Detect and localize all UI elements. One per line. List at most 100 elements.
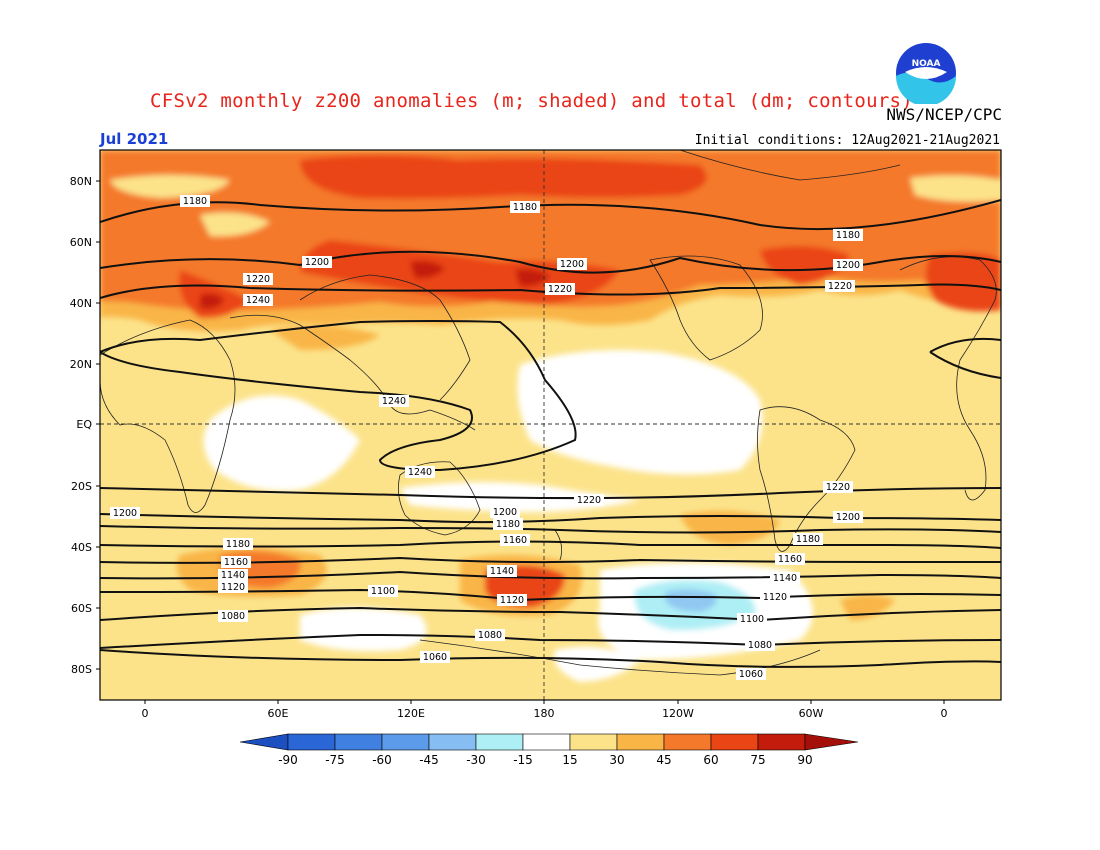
contour-label: 1180 (510, 201, 540, 213)
svg-text:1100: 1100 (740, 614, 764, 625)
colorbar-segment (522, 733, 571, 751)
svg-text:1160: 1160 (503, 535, 527, 546)
month-label: Jul 2021 (100, 130, 169, 148)
lat-label: 80N (70, 175, 92, 188)
contour-label: 1200 (490, 506, 520, 518)
lat-label: 20N (70, 358, 92, 371)
contour-label: 1180 (793, 533, 823, 545)
contour-label: 1100 (737, 613, 767, 625)
contour-label: 1080 (218, 610, 248, 622)
svg-text:1080: 1080 (478, 630, 502, 641)
lon-label: 60W (799, 707, 824, 720)
svg-text:1200: 1200 (493, 507, 517, 518)
reference-lines (100, 150, 1001, 700)
colorbar-label: 90 (797, 753, 812, 767)
contour-label: 1060 (420, 651, 450, 663)
lat-label: 40N (70, 297, 92, 310)
contour-label: 1180 (180, 195, 210, 207)
colorbar-segment (710, 733, 759, 751)
contour-label: 1140 (218, 569, 248, 581)
svg-text:NOAA: NOAA (912, 59, 941, 69)
svg-text:1120: 1120 (221, 582, 245, 593)
contour-label: 1120 (218, 581, 248, 593)
contour-label: 1220 (825, 280, 855, 292)
svg-text:1200: 1200 (836, 512, 860, 523)
contour-label: 1200 (833, 259, 863, 271)
lat-label: EQ (76, 418, 92, 431)
map-frame (99, 149, 1002, 701)
svg-text:1200: 1200 (113, 508, 137, 519)
lon-label: 120E (397, 707, 425, 720)
initial-conditions-label: Initial conditions: 12Aug2021-21Aug2021 (694, 133, 1000, 148)
svg-text:1180: 1180 (183, 196, 207, 207)
contour-label: 1220 (545, 283, 575, 295)
colorbar-label: -15 (513, 753, 533, 767)
contour-label: 1200 (557, 258, 587, 270)
lat-label: 80S (71, 663, 92, 676)
colorbar-label: -30 (466, 753, 486, 767)
svg-text:1200: 1200 (836, 260, 860, 271)
svg-text:1120: 1120 (763, 592, 787, 603)
svg-text:1180: 1180 (226, 539, 250, 550)
svg-text:1220: 1220 (548, 284, 572, 295)
colorbar-segment (334, 733, 383, 751)
coastlines (100, 150, 997, 676)
colorbar-label: -90 (278, 753, 298, 767)
colorbar-segment (569, 733, 618, 751)
svg-text:1220: 1220 (246, 274, 270, 285)
svg-text:1220: 1220 (828, 281, 852, 292)
agency-label: NWS/NCEP/CPC (886, 105, 1002, 124)
contour-label: 1200 (110, 507, 140, 519)
colorbar-end-low (239, 733, 289, 751)
colorbar-segment (757, 733, 806, 751)
colorbar-segment (287, 733, 336, 751)
lon-label: 120W (662, 707, 694, 720)
svg-text:1140: 1140 (221, 570, 245, 581)
svg-text:1060: 1060 (739, 669, 763, 680)
contour-label: 1160 (775, 553, 805, 565)
colorbar-label: -60 (372, 753, 392, 767)
lat-label: 60S (71, 602, 92, 615)
svg-text:1180: 1180 (496, 519, 520, 530)
colorbar-label: 60 (703, 753, 718, 767)
map-title: CFSv2 monthly z200 anomalies (m; shaded)… (150, 90, 914, 112)
svg-text:1220: 1220 (826, 482, 850, 493)
svg-text:1120: 1120 (500, 595, 524, 606)
contour-label: 1180 (493, 518, 523, 530)
svg-text:1140: 1140 (490, 566, 514, 577)
colorbar: -90 -75 -60 -45 -30 -15 15 30 45 60 75 9… (239, 733, 859, 767)
contour-label: 1220 (243, 273, 273, 285)
lon-label: 0 (941, 707, 948, 720)
lat-label: 20S (71, 480, 92, 493)
colorbar-label: 75 (750, 753, 765, 767)
svg-text:1060: 1060 (423, 652, 447, 663)
svg-text:1140: 1140 (773, 573, 797, 584)
latitude-axis: 80N 60N 40N 20N EQ 20S 40S 60S 80S (70, 175, 100, 676)
colorbar-segment (428, 733, 477, 751)
contour-label: 1220 (823, 481, 853, 493)
contour-label: 1160 (221, 556, 251, 568)
longitude-axis: 0 60E 120E 180 120W 60W 0 (142, 700, 948, 720)
contour-label: 1120 (497, 594, 527, 606)
svg-text:1180: 1180 (796, 534, 820, 545)
lat-label: 60N (70, 236, 92, 249)
svg-text:1200: 1200 (560, 259, 584, 270)
colorbar-label: 15 (562, 753, 577, 767)
svg-text:1080: 1080 (748, 640, 772, 651)
colorbar-label: 30 (609, 753, 624, 767)
contour-label: 1200 (833, 511, 863, 523)
colorbar-label: 45 (656, 753, 671, 767)
contour-label: 1200 (302, 256, 332, 268)
svg-text:1180: 1180 (836, 230, 860, 241)
contour-label: 1180 (833, 229, 863, 241)
lon-label: 180 (534, 707, 555, 720)
contour-label: 1220 (574, 494, 604, 506)
colorbar-end-high (804, 733, 859, 751)
colorbar-label: -75 (325, 753, 345, 767)
noaa-logo: NOAA (896, 43, 956, 104)
svg-text:1080: 1080 (221, 611, 245, 622)
colorbar-segment (475, 733, 524, 751)
contour-label: 1140 (770, 572, 800, 584)
contour-label: 1240 (379, 395, 409, 407)
